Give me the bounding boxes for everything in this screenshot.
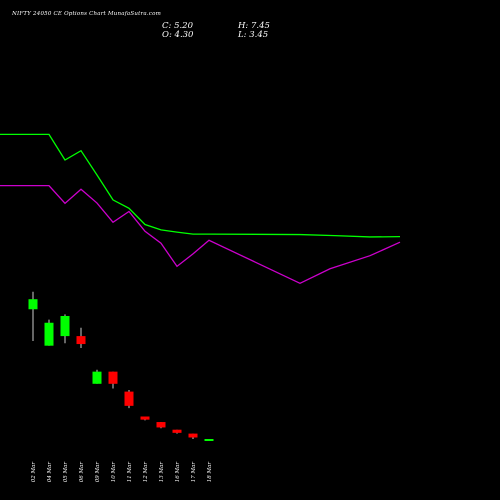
candle-body [156, 422, 166, 428]
x-tick-label: 17 Mar [191, 462, 197, 483]
x-tick-label: 13 Mar [159, 462, 165, 483]
x-tick-label: 04 Mar [47, 462, 53, 483]
candle-09-mar [92, 369, 102, 384]
candle-body [124, 391, 134, 406]
candle-16-mar [172, 429, 182, 434]
x-tick-label: 11 Mar [127, 462, 133, 483]
x-tick-labels: 02 Mar 04 Mar 05 Mar 06 Mar 09 Mar 10 Mar 11 M… [31, 462, 213, 483]
candle-13-mar [156, 422, 166, 429]
high-value: H: 7.45 [238, 21, 270, 31]
x-tick-label: 05 Mar [63, 462, 69, 483]
candle-body [60, 316, 70, 337]
candle-body [108, 371, 118, 384]
x-tick-label: 06 Mar [79, 462, 85, 483]
candle-body [140, 416, 150, 420]
moving-average-layer [0, 133, 401, 285]
candle-body [204, 439, 214, 441]
x-tick-label: 12 Mar [143, 462, 149, 483]
open-value: O: 4.30 [162, 30, 194, 40]
candle-body [76, 336, 86, 345]
candle-body [28, 299, 38, 310]
candle-body [188, 433, 198, 438]
candle-12-mar [140, 416, 150, 421]
x-tick-label: 16 Mar [175, 462, 181, 483]
low-value: L: 3.45 [238, 30, 269, 40]
x-tick-label: 02 Mar [31, 462, 37, 483]
candles-layer [28, 291, 214, 441]
candle-11-mar [124, 389, 134, 409]
chart-title: NIFTY 24050 CE Options Chart MunafaSutra… [12, 11, 161, 17]
x-tick-label: 18 Mar [207, 462, 213, 483]
moving-average-purple-line [0, 184, 401, 285]
candle-body [92, 371, 102, 384]
candle-18-mar [204, 439, 214, 441]
moving-average-green-line [0, 133, 401, 238]
candle-body [44, 322, 54, 346]
close-value: C: 5.20 [162, 21, 193, 31]
candle-06-mar [76, 327, 86, 348]
candle-10-mar [108, 371, 118, 389]
candle-body [172, 429, 182, 433]
x-tick-label: 10 Mar [111, 462, 117, 483]
candle-02-mar [28, 291, 38, 342]
candle-05-mar [60, 314, 70, 344]
x-tick-label: 09 Mar [95, 462, 101, 483]
candle-04-mar [44, 319, 54, 346]
candle-17-mar [188, 433, 198, 439]
